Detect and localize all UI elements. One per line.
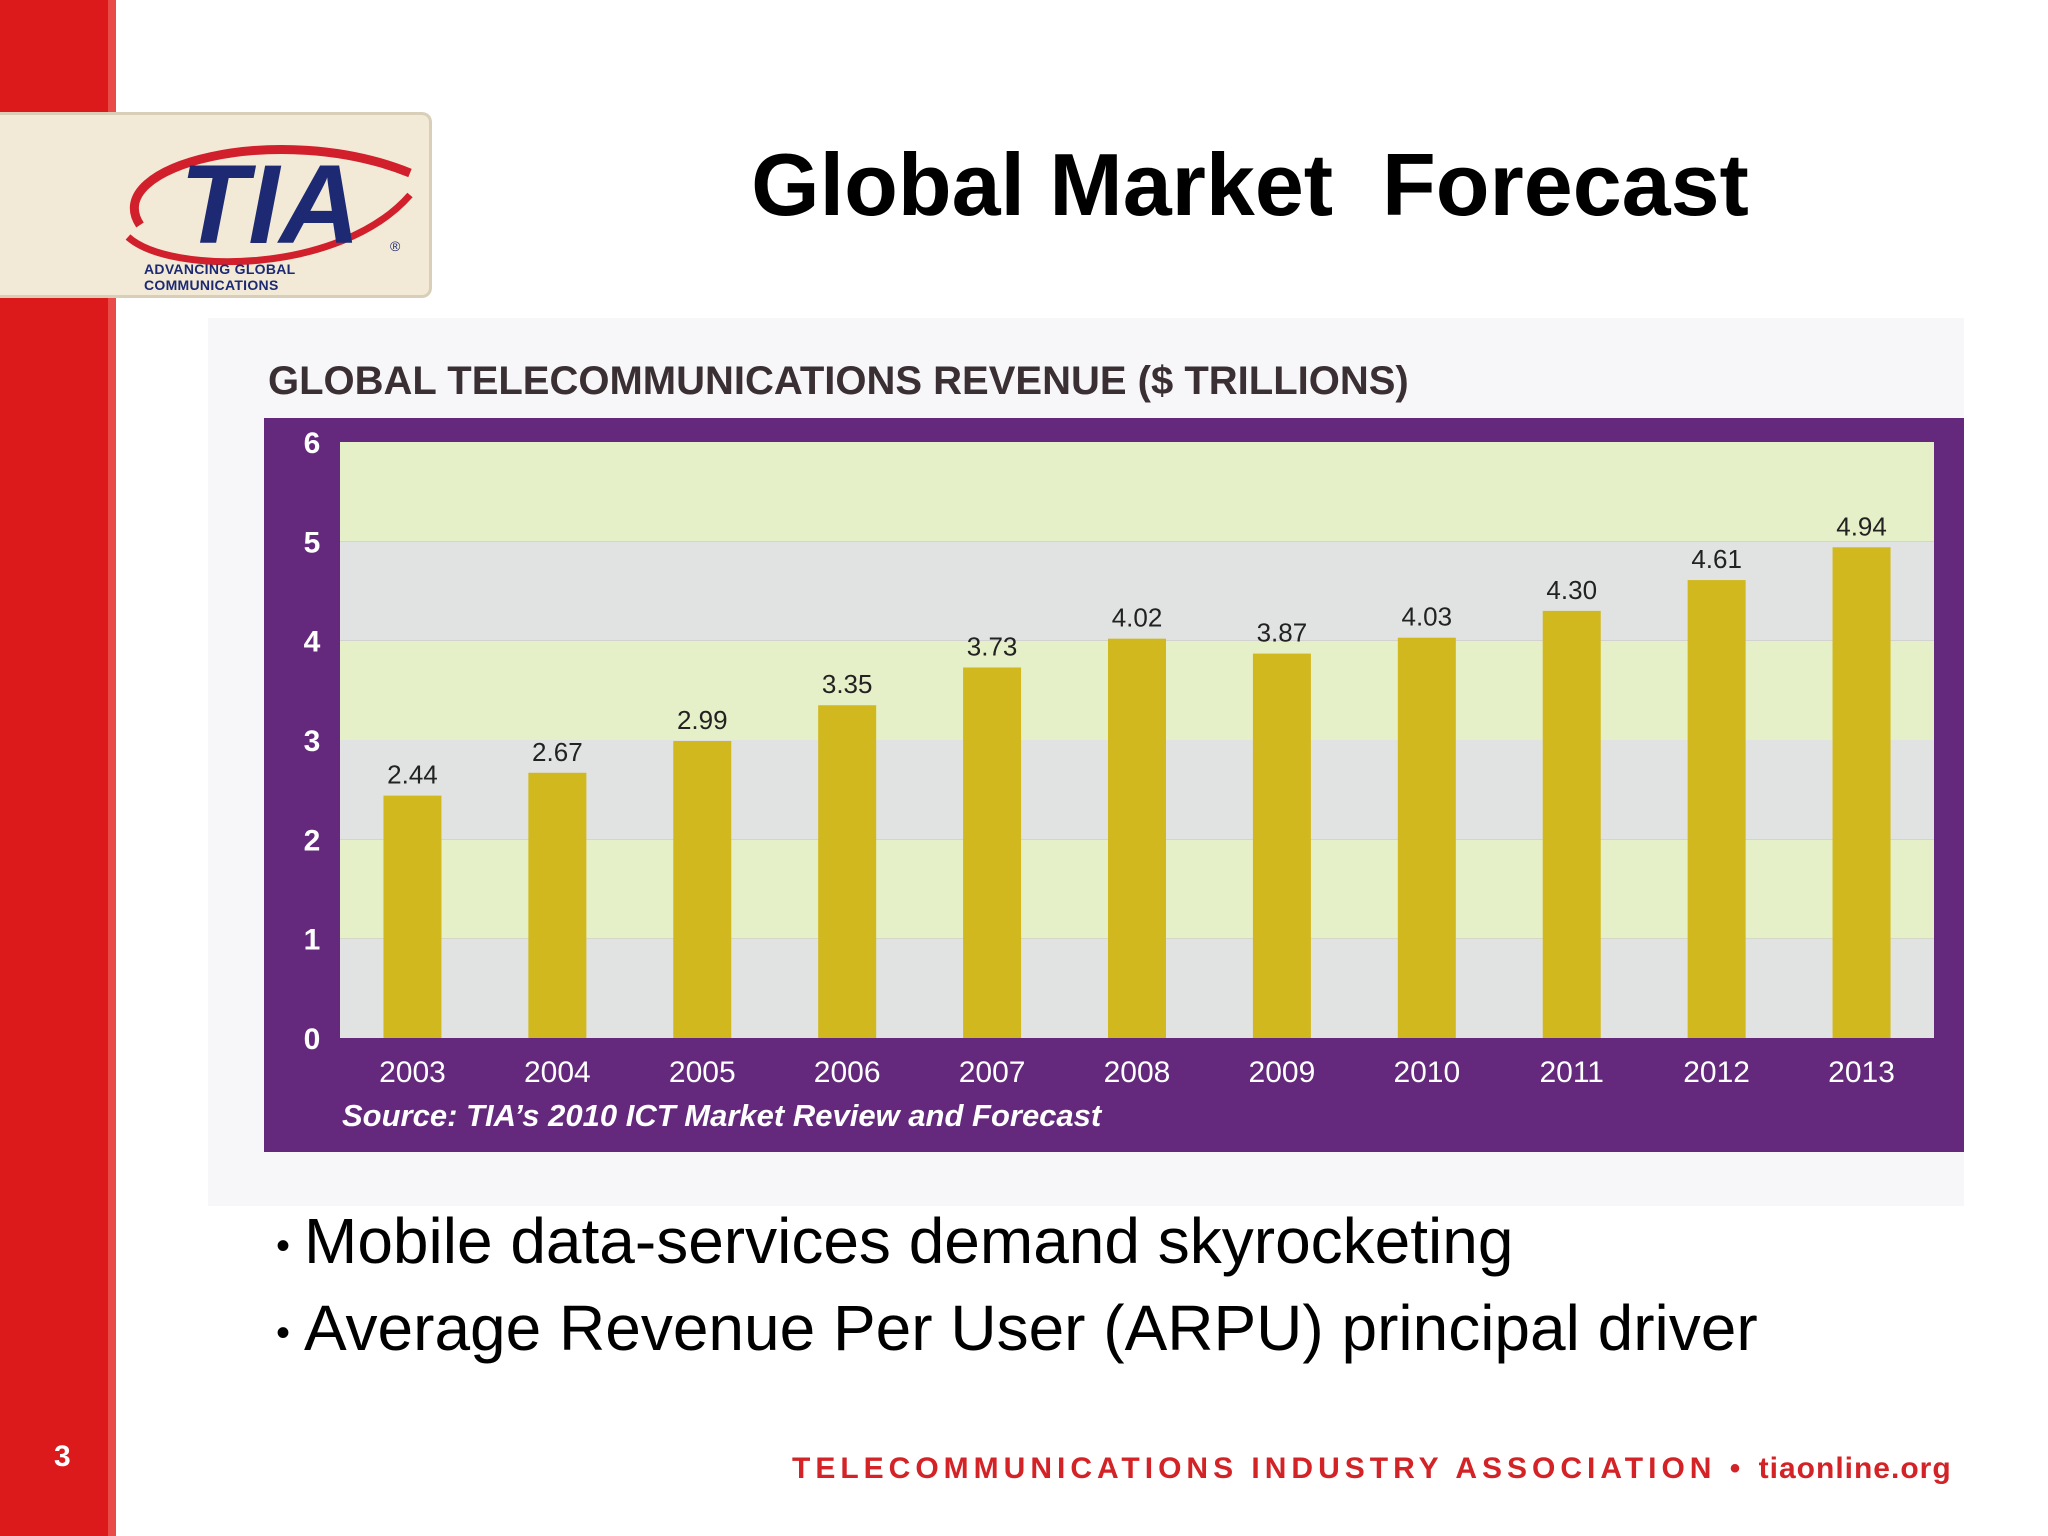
data-label: 3.87 [1257,618,1308,648]
bullet-text: Mobile data-services demand skyrocketing [304,1205,1514,1277]
bar [1252,653,1311,1038]
logo-registered-mark: ® [390,238,401,254]
logo-tagline: ADVANCING GLOBAL COMMUNICATIONS [144,261,296,293]
bar [528,772,587,1038]
data-label: 4.02 [1112,603,1163,633]
bar [1832,547,1891,1038]
chart-source: Source: TIA’s 2010 ICT Market Review and… [342,1098,1103,1133]
revenue-bar-chart: GLOBAL TELECOMMUNICATIONS REVENUE ($ TRI… [264,359,1964,1152]
data-label: 4.94 [1836,511,1887,541]
footer-org: TELECOMMUNICATIONS INDUSTRY ASSOCIATION [792,1452,1717,1485]
x-tick-label: 2013 [1828,1056,1895,1089]
left-accent-bar-edge [108,0,116,1536]
bullet-list: • Mobile data-services demand skyrocketin… [276,1200,1976,1374]
bullet-item: • Mobile data-services demand skyrocketin… [276,1200,1976,1287]
data-label: 3.73 [967,631,1018,661]
x-axis-ticks: 2003 2004 2005 2006 2007 2008 2009 2010 2011 2012… [379,1056,1895,1089]
chart-title: GLOBAL TELECOMMUNICATIONS REVENUE ($ TRI… [268,359,1409,403]
tia-logo-mark: TIA ® [125,142,413,265]
bar [963,667,1022,1038]
tia-logo: TIA ® ADVANCING GLOBAL COMMUNICATIONS [0,112,432,298]
bar [1397,637,1456,1038]
bullet-text: Average Revenue Per User (ARPU) principa… [304,1292,1758,1365]
x-tick-label: 2006 [814,1056,881,1089]
y-tick-label: 4 [304,626,321,659]
value-labels-group: 2.44 2.67 2.99 3.35 3.73 4.02 3.87 4.03 4.30 4.61… [387,511,1887,789]
data-label: 4.61 [1691,544,1742,574]
bars-group [383,547,1891,1038]
bar [673,740,732,1038]
bar [818,705,877,1038]
page-number: 3 [54,1440,71,1473]
plot-band [340,541,1934,641]
y-tick-label: 2 [304,824,321,857]
logo-swoosh-bottom [125,192,413,265]
chart-panel: GLOBAL TELECOMMUNICATIONS REVENUE ($ TRI… [208,318,1964,1206]
y-tick-label: 1 [304,924,321,957]
x-tick-label: 2012 [1683,1056,1750,1089]
bar [383,795,442,1038]
x-tick-label: 2003 [379,1056,446,1089]
x-tick-label: 2007 [959,1056,1026,1089]
y-tick-label: 6 [304,427,321,460]
bar [1542,610,1601,1038]
x-tick-label: 2010 [1393,1056,1460,1089]
footer-url: tiaonline.org [1758,1452,1952,1485]
data-label: 4.30 [1546,575,1597,605]
bullet-dot: • [276,1311,291,1356]
y-tick-label: 5 [304,526,321,559]
data-label: 3.35 [822,669,873,699]
y-tick-label: 0 [304,1023,321,1056]
x-tick-label: 2009 [1249,1056,1316,1089]
x-tick-label: 2008 [1104,1056,1171,1089]
slide-title: Global Market Forecast [751,135,1749,234]
footer-separator: • [1729,1452,1746,1485]
bar [1108,638,1166,1038]
data-label: 4.03 [1402,602,1453,632]
footer: TELECOMMUNICATIONS INDUSTRY ASSOCIATION … [792,1452,1992,1486]
plot-band [340,442,1934,542]
x-tick-label: 2004 [524,1056,591,1089]
bar [1687,580,1746,1038]
y-axis-ticks: 0 1 2 3 4 5 6 [304,427,321,1056]
data-label: 2.44 [387,760,438,790]
logo-swoosh-top [129,145,412,228]
y-tick-label: 3 [304,725,321,758]
bullet-item: • Average Revenue Per User (ARPU) princip… [276,1287,1976,1374]
data-label: 2.67 [532,737,583,767]
data-label: 2.99 [677,705,728,735]
x-tick-label: 2011 [1539,1056,1604,1089]
x-tick-label: 2005 [669,1056,736,1089]
logo-text: TIA [180,142,360,265]
bullet-dot: • [276,1224,291,1269]
